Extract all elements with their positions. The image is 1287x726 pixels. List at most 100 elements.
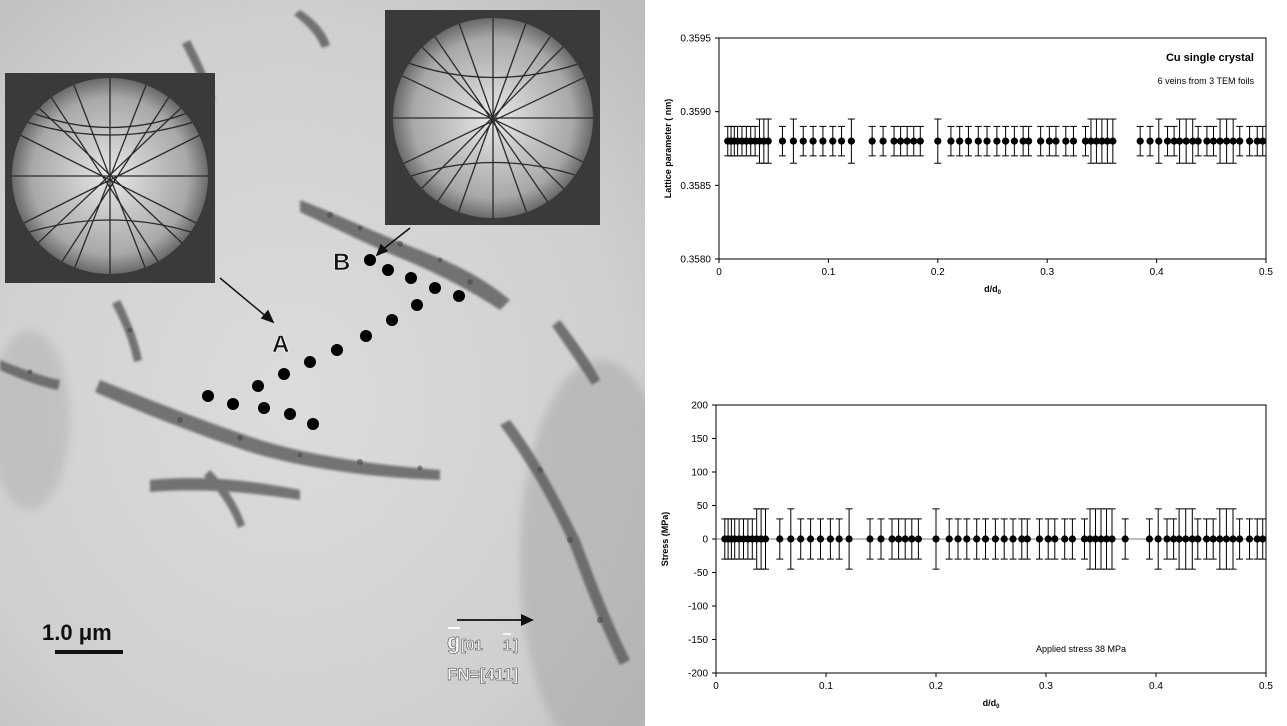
data-marker (778, 137, 787, 145)
data-point (1086, 508, 1094, 570)
data-point (1155, 118, 1163, 164)
data-point (1209, 518, 1217, 560)
dislocation-veins (0, 10, 630, 665)
data-marker (1194, 535, 1202, 543)
y-tick-label: -150 (688, 635, 708, 646)
y-tick-label: -100 (688, 602, 708, 613)
data-point (1091, 508, 1100, 570)
data-point (845, 508, 853, 570)
g-vector-arrow (521, 614, 534, 626)
data-point (1194, 518, 1202, 560)
data-marker (1182, 137, 1190, 145)
data-marker (1009, 535, 1017, 543)
scale-bar (55, 650, 123, 654)
data-point (1146, 125, 1154, 157)
data-marker (845, 535, 853, 543)
data-point (1182, 118, 1190, 164)
data-point (932, 508, 940, 570)
data-point (1175, 508, 1183, 570)
chart-annotation: Applied stress 38 MPa (1036, 644, 1126, 654)
data-marker (826, 535, 834, 543)
stress-chart: 0 0.1 0.2 0.3 0.4 0.5 -200 -150 -100 -50 0 50 100 150… (660, 401, 1273, 711)
data-point (1259, 125, 1267, 157)
data-marker (1037, 137, 1045, 145)
data-marker (1091, 535, 1100, 543)
data-point (1216, 508, 1224, 570)
data-point (954, 518, 962, 560)
foil-normal-label: FN=[411] (447, 665, 518, 684)
data-marker (1002, 137, 1010, 145)
data-marker (1035, 535, 1043, 543)
data-marker (901, 535, 909, 543)
data-marker (1259, 137, 1267, 145)
data-point (1203, 125, 1211, 157)
data-point (1236, 125, 1244, 157)
data-point (910, 125, 918, 157)
data-marker (1223, 137, 1231, 145)
y-tick-label: -200 (688, 669, 708, 680)
data-point (1061, 518, 1069, 560)
data-point (1025, 125, 1033, 157)
charts-panel: 0 0.1 0.2 0.3 0.4 0.5 0.3580 0.3585 0.3590 0.3595… (660, 34, 1273, 711)
data-marker (1245, 137, 1254, 145)
data-point (1019, 125, 1027, 157)
y-axis-label: Lattice parameter ( nm) (663, 99, 673, 199)
data-marker (910, 137, 918, 145)
data-marker (879, 137, 887, 145)
svg-text:]: ] (513, 637, 518, 654)
data-point (1051, 518, 1059, 560)
y-tick-label: -50 (694, 568, 709, 579)
data-marker (1253, 535, 1261, 543)
data-marker (1163, 137, 1172, 145)
data-point (807, 518, 815, 560)
data-marker (888, 535, 896, 543)
data-marker (1136, 137, 1144, 145)
x-tick-label: 0.5 (1259, 681, 1273, 692)
data-point (835, 518, 843, 560)
data-point (956, 125, 964, 157)
tem-micrograph: B A 1.0 μm g [01 1 ] FN=[411] (0, 0, 645, 726)
y-tick-label: 200 (691, 401, 708, 412)
data-marker (868, 137, 876, 145)
data-marker (956, 137, 964, 145)
data-marker (761, 535, 770, 543)
data-marker (1092, 137, 1101, 145)
data-point (1121, 518, 1129, 560)
data-point (764, 118, 772, 164)
data-marker (890, 137, 898, 145)
data-marker (1081, 137, 1090, 145)
point-label-a: A (272, 331, 289, 358)
data-marker (1018, 535, 1026, 543)
data-marker (787, 535, 795, 543)
data-marker (1182, 535, 1190, 543)
data-point (797, 518, 805, 560)
x-tick-label: 0.1 (819, 681, 833, 692)
measurement-points (202, 254, 465, 430)
data-point (829, 125, 837, 157)
y-axis-label: Stress (MPa) (660, 512, 670, 567)
y-tick-label: 0.3580 (680, 255, 711, 266)
data-point (1097, 508, 1105, 570)
data-point (1037, 125, 1045, 157)
x-tick-label: 0.4 (1150, 267, 1164, 278)
data-marker (1097, 535, 1105, 543)
data-marker (1163, 535, 1171, 543)
data-marker (1045, 137, 1053, 145)
data-marker (1052, 137, 1060, 145)
data-marker (816, 535, 825, 543)
data-marker (1222, 535, 1230, 543)
data-point (1010, 125, 1018, 157)
data-marker (897, 137, 905, 145)
data-marker (1209, 137, 1218, 145)
data-marker (1051, 535, 1059, 543)
data-marker (1209, 535, 1217, 543)
data-point (1062, 125, 1070, 157)
data-marker (954, 535, 962, 543)
data-marker (837, 137, 846, 145)
data-marker (1025, 137, 1033, 145)
data-marker (991, 535, 999, 543)
data-marker (1188, 535, 1196, 543)
data-marker (809, 137, 817, 145)
data-marker (1069, 137, 1078, 145)
data-point (866, 518, 874, 560)
